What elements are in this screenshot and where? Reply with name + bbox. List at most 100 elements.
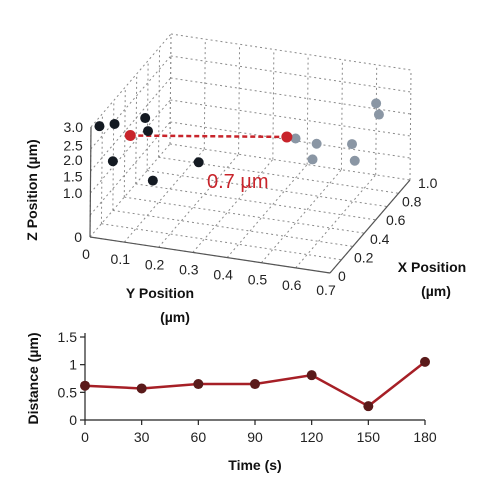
- back-wall-gridline: [170, 55, 411, 93]
- highlight-point: [281, 131, 293, 143]
- y-position-tick-label: 0.4: [213, 267, 233, 283]
- left-wall-gridline: [90, 77, 171, 172]
- y-position-axis-unit: (µm): [160, 309, 190, 325]
- z-position-tick-label: 3.0: [64, 119, 84, 135]
- time-x-tick-label: 0: [81, 429, 89, 445]
- y-position-tick-label: 0.6: [282, 277, 302, 293]
- distance-axis-label: Distance (µm): [25, 332, 41, 424]
- scatter-point: [109, 118, 120, 129]
- time-x-tick-label: 120: [300, 429, 324, 445]
- distance-y-tick-label: 0.5: [58, 384, 78, 400]
- back-wall-gridline: [170, 77, 411, 115]
- floor-gridline: [147, 170, 388, 208]
- floor-gridline: [112, 209, 353, 247]
- left-wall-gridline: [158, 47, 161, 158]
- floor-gridline: [124, 196, 365, 234]
- y-position-tick-label: 0.1: [111, 251, 131, 267]
- z-position-tick-label: 1.5: [63, 169, 83, 185]
- left-wall-gridline: [89, 121, 171, 216]
- distance-data-point: [193, 379, 204, 390]
- floor-gridline: [158, 153, 239, 248]
- z-position-tick-label: 2.0: [63, 152, 83, 168]
- left-wall-gridline: [135, 73, 138, 184]
- scatter-point: [107, 156, 118, 167]
- back-wall-gridline: [409, 69, 412, 181]
- highlight-point: [124, 129, 136, 141]
- back-wall-gridline: [170, 33, 412, 71]
- x-position-tick-label: 0.6: [386, 212, 406, 228]
- scatter-point: [311, 138, 322, 149]
- floor-gridline: [192, 159, 274, 253]
- left-wall-gridline: [90, 33, 172, 128]
- time-x-tick-label: 150: [357, 429, 381, 445]
- distance-data-point: [306, 370, 317, 381]
- scatter-point: [349, 155, 360, 166]
- distance-data-point: [363, 401, 374, 412]
- time-x-tick-label: 180: [413, 429, 437, 445]
- x-position-tick-label: 0.4: [370, 231, 390, 247]
- time-x-tick-label: 60: [191, 429, 207, 445]
- left-wall-gridline: [90, 55, 172, 150]
- back-wall-gridline: [340, 59, 343, 170]
- floor-gridline: [226, 164, 308, 258]
- scatter-point: [347, 139, 358, 150]
- floor-gridline: [295, 174, 377, 269]
- y-position-tick-label: 0.5: [248, 272, 268, 288]
- 3d-scatter-chart: 0 0.1 0.2 0.3 0.4 0.5 0.6 0.700.20.40.60.81.001…: [24, 33, 466, 325]
- left-wall-gridline: [169, 33, 172, 145]
- floor-gridline: [169, 143, 411, 181]
- y-position-axis-label: Y Position: [126, 285, 194, 301]
- y-position-tick-label: 0.7: [316, 282, 336, 298]
- x-position-tick-label: 0.2: [354, 249, 374, 265]
- left-wall-gridline: [100, 113, 103, 224]
- distance-data-point: [80, 380, 90, 391]
- scatter-point: [373, 109, 384, 120]
- scatter-point: [94, 121, 105, 132]
- y-position-tick-label: 0.3: [179, 261, 199, 277]
- scatter-point: [147, 175, 158, 186]
- z-position-axis-label: Z Position (µm): [24, 139, 40, 240]
- left-wall-gridline: [123, 87, 126, 198]
- y-position-tick-label: 0.2: [145, 256, 165, 272]
- scatter-point: [371, 98, 382, 109]
- back-wall-gridline: [238, 44, 241, 155]
- time-axis-label: Time (s): [228, 457, 281, 473]
- floor-gridline: [89, 143, 171, 238]
- back-wall-gridline: [203, 39, 206, 150]
- distance-annotation: 0.7 µm: [207, 171, 269, 193]
- distance-connector-line: [130, 134, 287, 139]
- x-position-tick-label: 1.0: [418, 175, 438, 191]
- floor-gridline: [123, 148, 205, 243]
- floor-gridline: [101, 223, 342, 261]
- scatter-point: [307, 154, 318, 165]
- scatter-point: [140, 113, 151, 124]
- distance-y-tick-label: 1.5: [58, 329, 78, 345]
- back-wall-gridline: [170, 99, 411, 137]
- distance-data-point: [420, 356, 430, 367]
- back-wall-gridline: [375, 64, 378, 175]
- z-position-tick-label: 2.5: [63, 138, 83, 154]
- scatter-point: [142, 126, 153, 137]
- x-position-tick-label: 0: [338, 268, 346, 284]
- distance-line-chart: 0 0.5 1 1.5 0 30 60 90 120 150 180 Time (s) Distance…: [25, 329, 437, 473]
- distance-data-point: [250, 379, 260, 390]
- x-position-axis-line: [329, 179, 411, 274]
- left-wall-gridline: [90, 99, 171, 194]
- z-position-tick-label: 0: [74, 229, 82, 245]
- y-position-tick-label: 0: [82, 246, 90, 262]
- y-position-axis-line: [89, 236, 331, 274]
- distance-y-tick-label: 0: [69, 412, 77, 428]
- floor-gridline: [261, 169, 342, 264]
- x-position-axis-label: X Position: [398, 259, 466, 275]
- left-wall-gridline: [112, 100, 115, 211]
- x-position-axis-unit: (µm): [421, 283, 451, 299]
- scatter-point: [290, 133, 301, 144]
- z-position-tick-label: 1.0: [63, 185, 83, 201]
- x-position-tick-label: 0.8: [402, 194, 422, 210]
- z-position-axis-line: [89, 126, 92, 238]
- distance-data-point: [136, 383, 147, 394]
- scatter-point: [193, 157, 204, 168]
- floor-gridline: [135, 183, 376, 221]
- back-wall-gridline: [306, 54, 309, 165]
